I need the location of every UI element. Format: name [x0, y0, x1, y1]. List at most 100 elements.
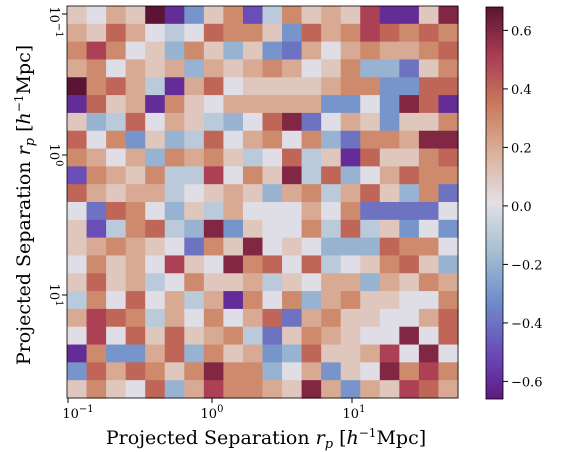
heatmap-cell-r16-c10: [262, 291, 283, 310]
heatmap-cell-r21-c4: [145, 380, 166, 399]
heatmap-cell-r4-c13: [321, 77, 342, 96]
heatmap-cell-r9-c10: [262, 166, 283, 185]
heatmap-cell-r14-c14: [340, 255, 361, 274]
heatmap-cell-r1-c11: [282, 23, 303, 43]
heatmap-cell-r13-c12: [301, 237, 322, 257]
heatmap-cell-r7-c7: [203, 130, 224, 150]
heatmap-cell-r21-c5: [164, 380, 185, 399]
heatmap-cell-r17-c1: [86, 308, 107, 328]
heatmap-cell-r8-c18: [418, 148, 440, 167]
heatmap-cell-r21-c13: [321, 380, 342, 399]
heatmap-cell-r16-c18: [418, 291, 440, 310]
heatmap-cell-r18-c16: [379, 326, 400, 346]
heatmap-cell-r13-c15: [360, 237, 381, 257]
heatmap-cell-r1-c9: [242, 23, 264, 43]
heatmap-cell-r13-c3: [125, 237, 146, 257]
heatmap-cell-r11-c13: [321, 202, 342, 221]
heatmap-cell-r3-c2: [106, 59, 127, 78]
heatmap-cell-r5-c16: [379, 95, 400, 114]
heatmap-cell-r3-c10: [262, 59, 283, 78]
heatmap-cell-r13-c8: [223, 237, 244, 257]
heatmap-cell-r13-c18: [418, 237, 440, 257]
heatmap-cell-r15-c6: [184, 273, 205, 292]
heatmap-cell-r10-c17: [399, 184, 420, 203]
heatmap-cell-r19-c8: [223, 344, 244, 363]
heatmap-cell-r15-c16: [379, 273, 400, 292]
heatmap-cell-r16-c12: [301, 291, 322, 310]
heatmap-cell-r12-c0: [67, 219, 88, 239]
heatmap-cell-r16-c16: [379, 291, 400, 310]
heatmap-cell-r3-c13: [321, 59, 342, 78]
y-axis: 10−1 100 101: [46, 6, 67, 306]
heatmap-cell-r4-c10: [262, 77, 283, 96]
heatmap-cell-r6-c14: [340, 112, 361, 132]
heatmap-cell-r20-c6: [184, 362, 205, 381]
heatmap-cell-r14-c10: [262, 255, 283, 274]
heatmap-cell-r20-c15: [360, 362, 381, 381]
heatmap-cell-r11-c2: [106, 202, 127, 221]
heatmap-cell-r9-c0: [67, 166, 88, 185]
heatmap-cell-r12-c13: [321, 219, 342, 239]
heatmap-cell-r11-c17: [399, 202, 420, 221]
heatmap-cell-r16-c4: [145, 291, 166, 310]
heatmap-cell-r20-c13: [321, 362, 342, 381]
heatmap-cell-r6-c1: [86, 112, 107, 132]
heatmap-cell-r1-c3: [125, 23, 146, 43]
heatmap-cell-r2-c18: [418, 41, 440, 61]
heatmap-cell-r1-c1: [86, 23, 107, 43]
heatmap-cell-r11-c7: [203, 202, 224, 221]
heatmap-cell-r13-c14: [340, 237, 361, 257]
heatmap-cell-r8-c5: [164, 148, 185, 167]
heatmap-cell-r11-c8: [223, 202, 244, 221]
heatmap-cell-r16-c3: [125, 291, 146, 310]
heatmap-cell-r14-c18: [418, 255, 440, 274]
heatmap-cell-r3-c5: [164, 59, 185, 78]
heatmap-cell-r2-c11: [282, 41, 303, 61]
heatmap-cell-r14-c6: [184, 255, 205, 274]
y-axis-title: Projected Separation rp [h−1Mpc]: [12, 45, 38, 365]
heatmap-cell-r12-c18: [418, 219, 440, 239]
heatmap-cell-r16-c14: [340, 291, 361, 310]
heatmap-cell-r10-c0: [67, 184, 88, 203]
heatmap-cell-r19-c2: [106, 344, 127, 363]
heatmap-cell-r0-c15: [360, 6, 381, 25]
heatmap-cell-r5-c1: [86, 95, 107, 114]
heatmap-cell-r6-c4: [145, 112, 166, 132]
heatmap-cell-r5-c19: [438, 95, 459, 114]
heatmap-cell-r14-c7: [203, 255, 224, 274]
heatmap-cell-r4-c1: [86, 77, 107, 96]
heatmap-cell-r14-c19: [438, 255, 459, 274]
heatmap-cell-r5-c12: [301, 95, 322, 114]
heatmap-cell-r2-c17: [399, 41, 420, 61]
heatmap-cell-r17-c9: [242, 308, 264, 328]
heatmap-cell-r6-c16: [379, 112, 400, 132]
heatmap-cell-r2-c19: [438, 41, 459, 61]
heatmap-cell-r13-c19: [438, 237, 459, 257]
heatmap-cell-r4-c8: [223, 77, 244, 96]
heatmap-cell-r13-c16: [379, 237, 400, 257]
heatmap-cell-r13-c5: [164, 237, 185, 257]
heatmap-cell-r17-c19: [438, 308, 459, 328]
heatmap-cell-r12-c3: [125, 219, 146, 239]
heatmap-cell-r9-c13: [321, 166, 342, 185]
heatmap-cell-r1-c8: [223, 23, 244, 43]
heatmap-cell-r17-c3: [125, 308, 146, 328]
heatmap-cell-r16-c17: [399, 291, 420, 310]
heatmap-cell-r20-c3: [125, 362, 146, 381]
heatmap-cell-r2-c7: [203, 41, 224, 61]
heatmap-cell-r1-c10: [262, 23, 283, 43]
heatmap-cell-r7-c3: [125, 130, 146, 150]
heatmap-cell-r2-c3: [125, 41, 146, 61]
heatmap-cell-r15-c8: [223, 273, 244, 292]
heatmap-cell-r18-c9: [242, 326, 264, 346]
heatmap-cell-r2-c16: [379, 41, 400, 61]
heatmap-cell-r9-c19: [438, 166, 459, 185]
heatmap-cell-r11-c14: [340, 202, 361, 221]
heatmap-cell-r20-c7: [203, 362, 224, 381]
heatmap-cell-r12-c9: [242, 219, 264, 239]
heatmap-cell-r21-c10: [262, 380, 283, 399]
heatmap-cell-r14-c5: [164, 255, 185, 274]
heatmap-cell-r14-c9: [242, 255, 264, 274]
heatmap-cell-r20-c10: [262, 362, 283, 381]
heatmap-cell-r3-c19: [438, 59, 459, 78]
